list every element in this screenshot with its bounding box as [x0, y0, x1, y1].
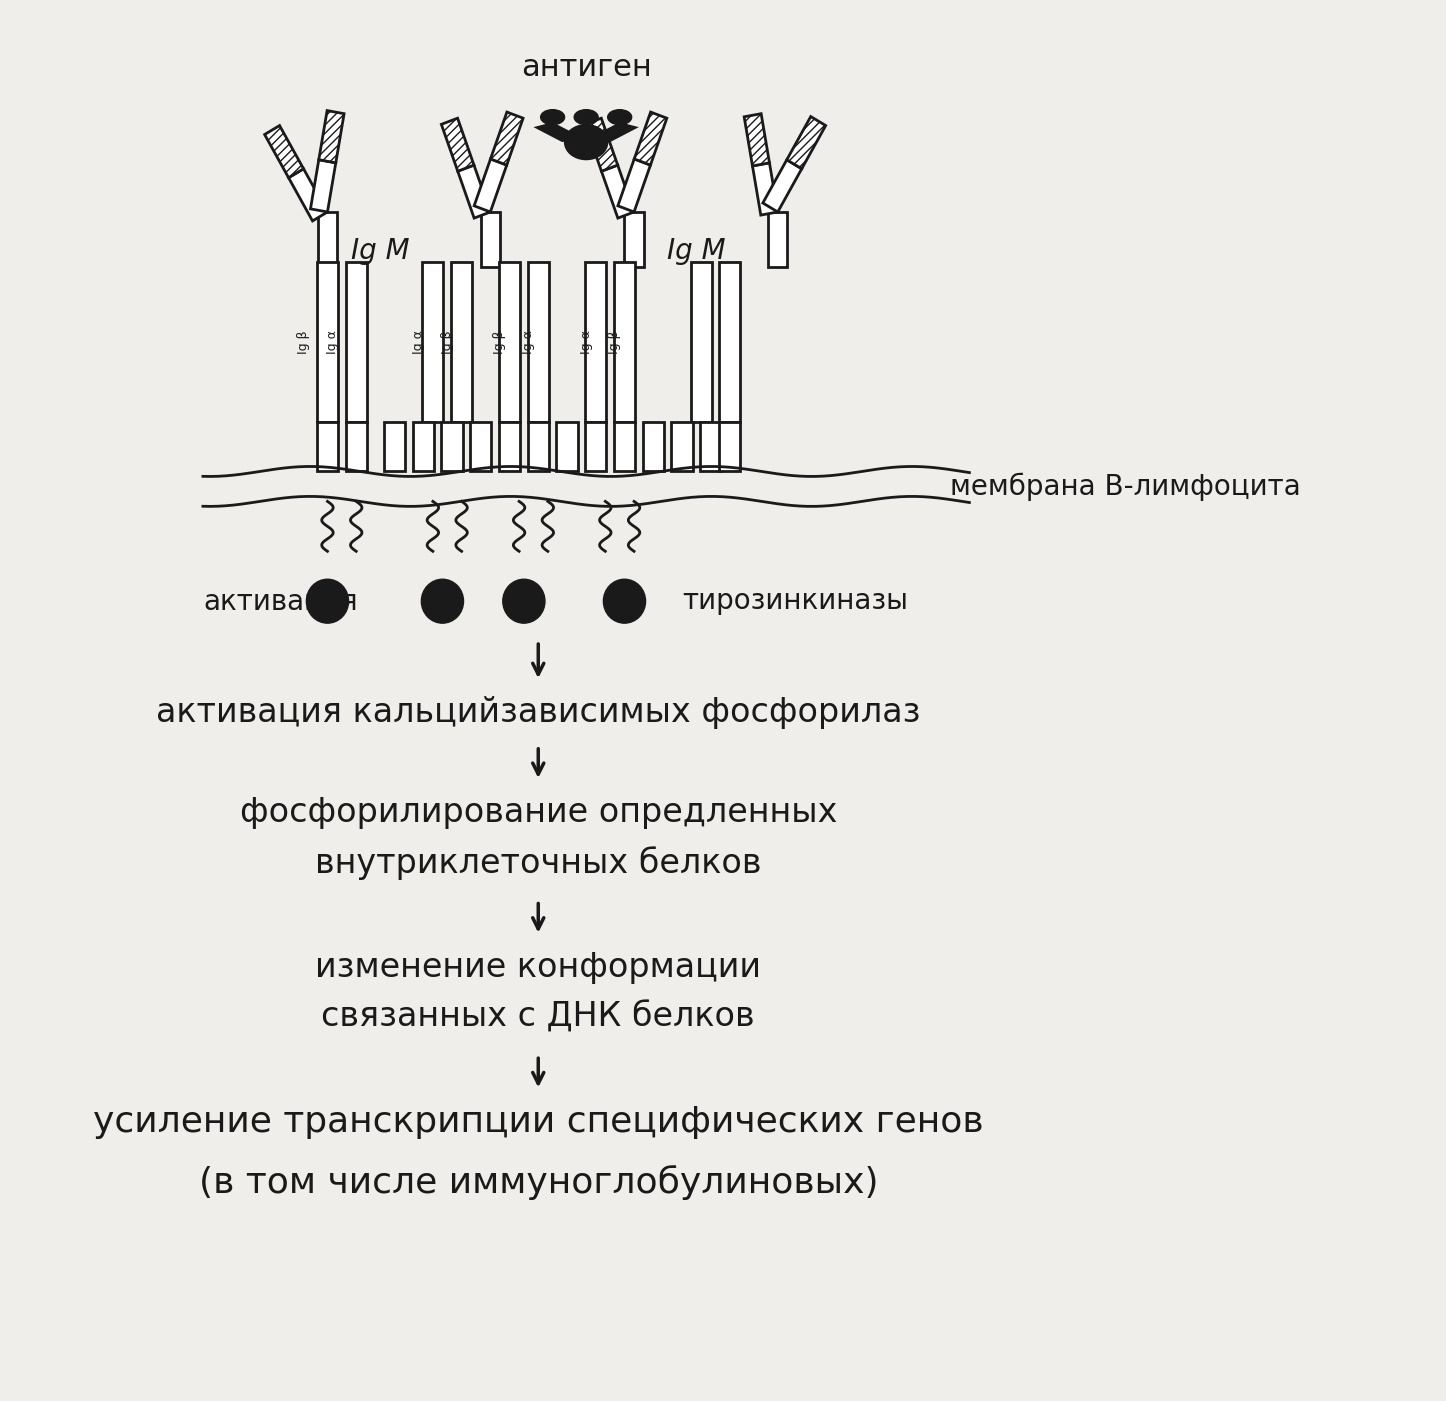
Text: мембрана В-лимфоцита: мембрана В-лимфоцита — [950, 472, 1301, 500]
Polygon shape — [311, 160, 335, 212]
Text: связанных с ДНК белков: связанных с ДНК белков — [321, 1000, 755, 1034]
Polygon shape — [490, 112, 523, 165]
Text: Ig β: Ig β — [493, 329, 506, 353]
Text: Ig α: Ig α — [522, 329, 535, 353]
Polygon shape — [534, 122, 581, 142]
Polygon shape — [458, 165, 490, 219]
Circle shape — [307, 579, 348, 623]
Bar — [441, 422, 463, 472]
Circle shape — [603, 579, 645, 623]
Bar — [528, 262, 549, 422]
Bar — [625, 212, 643, 266]
Bar — [499, 422, 521, 472]
Bar — [317, 422, 338, 472]
Bar — [691, 262, 711, 422]
Bar — [615, 422, 635, 472]
Text: Ig β: Ig β — [609, 329, 622, 353]
Bar — [480, 212, 500, 266]
Ellipse shape — [564, 125, 607, 160]
Ellipse shape — [541, 109, 564, 125]
Bar — [499, 262, 521, 422]
Ellipse shape — [607, 109, 632, 125]
Bar — [615, 262, 635, 422]
Bar — [528, 422, 549, 472]
Polygon shape — [602, 165, 633, 219]
Polygon shape — [474, 158, 506, 212]
Text: активация кальцийзависимых фосфорилаз: активация кальцийзависимых фосфорилаз — [156, 696, 921, 729]
Text: Ig α: Ig α — [580, 329, 593, 353]
Text: внутриклеточных белков: внутриклеточных белков — [315, 846, 762, 880]
Bar — [586, 422, 606, 472]
Bar — [451, 262, 473, 422]
Circle shape — [421, 579, 464, 623]
Bar — [719, 422, 740, 472]
Text: активация: активация — [202, 587, 357, 615]
Text: фосфорилирование опредленных: фосфорилирование опредленных — [240, 796, 837, 829]
Bar — [412, 422, 434, 472]
Text: антиген: антиген — [521, 53, 652, 83]
Text: изменение конформации: изменение конформации — [315, 950, 761, 984]
Polygon shape — [787, 116, 826, 168]
Polygon shape — [441, 118, 474, 171]
Text: Ig β: Ig β — [441, 329, 454, 353]
Bar — [642, 422, 664, 472]
Polygon shape — [591, 122, 639, 142]
Text: тирозинкиназы: тирозинкиназы — [683, 587, 908, 615]
Polygon shape — [265, 126, 304, 178]
Text: (в том числе иммуноглобулиновых): (в том числе иммуноглобулиновых) — [198, 1166, 878, 1201]
Text: Ig M: Ig M — [667, 237, 726, 265]
Polygon shape — [318, 111, 344, 163]
Text: Ig α: Ig α — [412, 329, 425, 353]
Bar — [385, 422, 405, 472]
Bar — [470, 422, 492, 472]
Text: Ig β: Ig β — [296, 329, 309, 353]
Polygon shape — [745, 113, 769, 165]
Polygon shape — [635, 112, 667, 165]
Bar — [557, 422, 577, 472]
Bar — [586, 262, 606, 422]
Bar — [671, 422, 693, 472]
Bar — [317, 262, 338, 422]
Bar — [768, 212, 788, 266]
Polygon shape — [763, 160, 801, 212]
Polygon shape — [617, 158, 651, 212]
Bar — [318, 212, 337, 266]
Bar — [346, 262, 367, 422]
Circle shape — [503, 579, 545, 623]
Polygon shape — [752, 163, 778, 216]
Bar — [346, 422, 367, 472]
Bar — [422, 262, 444, 422]
Bar — [700, 422, 722, 472]
Text: Ig α: Ig α — [325, 329, 338, 353]
Text: усиление транскрипции специфических генов: усиление транскрипции специфических гено… — [93, 1105, 983, 1139]
Polygon shape — [289, 168, 327, 221]
Polygon shape — [586, 118, 617, 171]
Text: Ig M: Ig M — [351, 237, 409, 265]
Bar — [719, 262, 740, 422]
Ellipse shape — [574, 109, 599, 125]
